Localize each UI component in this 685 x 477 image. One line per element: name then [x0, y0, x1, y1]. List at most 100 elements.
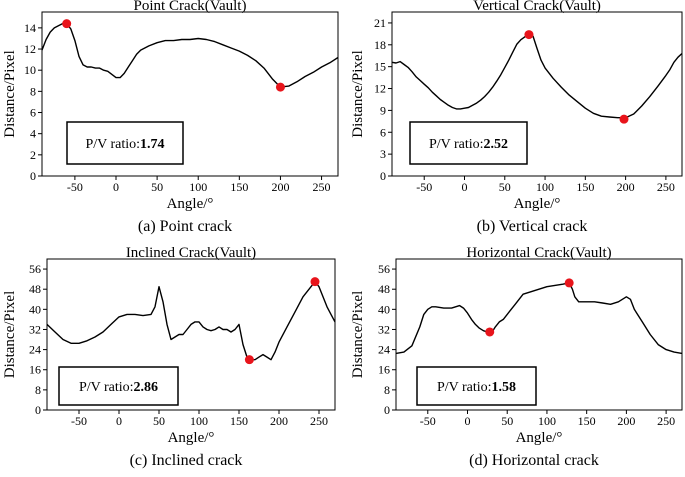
valley-marker — [619, 114, 629, 124]
y-tick-label: 56 — [378, 262, 390, 276]
y-tick-label: 0 — [380, 169, 386, 183]
ratio-box — [416, 366, 537, 406]
peak-marker — [310, 277, 320, 287]
x-axis-label: Angle/° — [168, 430, 215, 446]
x-tick-label: 50 — [151, 180, 163, 194]
chart-title: Vertical Crack(Vault) — [473, 0, 601, 14]
y-tick-label: 40 — [378, 302, 390, 316]
ratio-box — [409, 121, 528, 165]
y-tick-label: 0 — [30, 169, 36, 183]
ratio-label: P/V ratio: — [85, 137, 140, 152]
y-tick-label: 48 — [29, 282, 41, 296]
x-tick-label: 150 — [578, 414, 596, 428]
y-tick-label: 10 — [24, 63, 36, 77]
y-tick-label: 6 — [380, 125, 386, 139]
x-tick-label: 100 — [190, 414, 208, 428]
chart-title: Horizontal Crack(Vault) — [466, 245, 611, 261]
plot-frame — [395, 258, 683, 411]
x-tick-label: 50 — [153, 414, 165, 428]
series-line — [41, 22, 339, 88]
x-tick-label: 250 — [657, 414, 675, 428]
x-axis-label: Angle/° — [514, 196, 561, 212]
ratio-box — [66, 121, 184, 165]
y-tick-label: 6 — [30, 106, 36, 120]
y-tick-label: 18 — [374, 38, 386, 52]
y-tick-label: 15 — [374, 60, 386, 74]
x-axis-label: Angle/° — [167, 196, 214, 212]
y-tick-label: 24 — [29, 343, 41, 357]
x-tick-label: 200 — [617, 180, 635, 194]
y-tick-label: 0 — [384, 403, 390, 417]
series-line — [395, 282, 683, 355]
valley-marker — [244, 355, 254, 365]
plot-frame — [41, 11, 339, 177]
y-axis-label: Distance/Pixel — [2, 291, 18, 378]
y-axis-label: Distance/Pixel — [350, 291, 366, 378]
y-tick-label: 21 — [374, 16, 386, 30]
chart-title: Inclined Crack(Vault) — [126, 245, 256, 261]
ratio-value: 2.52 — [484, 137, 509, 152]
x-tick-label: 0 — [465, 414, 471, 428]
series-line — [46, 280, 336, 361]
peak-marker — [524, 30, 534, 40]
y-tick-label: 56 — [29, 262, 41, 276]
ratio-label: P/V ratio: — [429, 137, 484, 152]
chart-panel-2: Vertical Crack(Vault) -50 0 50 100 150 200 250 0… — [350, 0, 683, 235]
panel-caption: (d) Horizontal crack — [469, 452, 599, 469]
ratio-text: P/V ratio:2.52 — [429, 137, 508, 152]
ratio-label: P/V ratio: — [437, 380, 492, 395]
y-tick-label: 0 — [35, 403, 41, 417]
x-tick-label: 50 — [499, 180, 511, 194]
y-tick-label: 32 — [378, 322, 390, 336]
x-tick-label: 0 — [113, 180, 119, 194]
ratio-text: P/V ratio:1.74 — [85, 137, 164, 152]
y-tick-label: 3 — [380, 147, 386, 161]
x-tick-label: -50 — [416, 180, 432, 194]
peak-marker — [62, 19, 72, 29]
valley-marker — [275, 82, 285, 92]
y-tick-label: 8 — [384, 383, 390, 397]
x-tick-label: 50 — [501, 414, 513, 428]
x-tick-label: 200 — [617, 414, 635, 428]
x-tick-label: 150 — [576, 180, 594, 194]
ratio-box — [58, 366, 179, 406]
x-tick-label: 250 — [657, 180, 675, 194]
ratio-value: 1.74 — [140, 137, 165, 152]
plot-frame — [46, 258, 336, 411]
x-tick-label: -50 — [71, 414, 87, 428]
x-tick-label: 100 — [189, 180, 207, 194]
y-tick-label: 4 — [30, 127, 36, 141]
y-tick-label: 9 — [380, 103, 386, 117]
peak-marker — [564, 278, 574, 288]
valley-marker — [485, 327, 495, 337]
ratio-label: P/V ratio: — [79, 380, 134, 395]
x-tick-label: 150 — [230, 180, 248, 194]
ratio-text: P/V ratio:1.58 — [437, 380, 516, 395]
y-tick-label: 8 — [35, 383, 41, 397]
y-tick-label: 32 — [29, 322, 41, 336]
y-axis-label: Distance/Pixel — [350, 50, 366, 137]
y-tick-label: 48 — [378, 282, 390, 296]
y-tick-label: 12 — [374, 82, 386, 96]
x-tick-label: 250 — [313, 180, 331, 194]
y-tick-label: 2 — [30, 148, 36, 162]
x-tick-label: 200 — [270, 414, 288, 428]
ratio-text: P/V ratio:2.86 — [79, 380, 158, 395]
chart-panel-4: Horizontal Crack(Vault) -50 0 50 100 150 200 25… — [350, 245, 683, 469]
series-line — [391, 33, 683, 119]
y-tick-label: 8 — [30, 84, 36, 98]
ratio-value: 2.86 — [134, 380, 159, 395]
panel-caption: (b) Vertical crack — [477, 218, 588, 235]
chart-panel-1: Point Crack(Vault) -50 0 50 100 150 200 250 0 2 4 6… — [2, 0, 339, 235]
x-tick-label: 100 — [538, 414, 556, 428]
panel-caption: (c) Inclined crack — [130, 452, 243, 469]
x-tick-label: 100 — [536, 180, 554, 194]
chart-panel-3: Inclined Crack(Vault) -50 0 50 100 150 200 250 0… — [2, 245, 336, 469]
y-tick-label: 12 — [24, 42, 36, 56]
x-tick-label: 0 — [116, 414, 122, 428]
panel-caption: (a) Point crack — [138, 218, 232, 235]
y-tick-label: 14 — [24, 21, 36, 35]
y-tick-label: 16 — [378, 363, 390, 377]
plot-frame — [391, 11, 683, 177]
